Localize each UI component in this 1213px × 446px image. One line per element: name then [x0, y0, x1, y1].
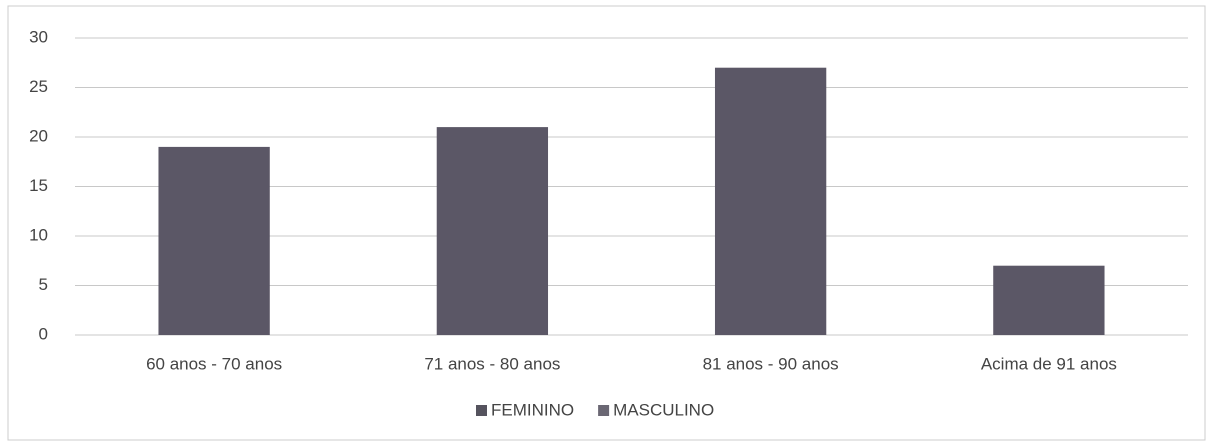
bar: [714, 67, 827, 335]
chart-border: [7, 5, 1206, 441]
legend-label: MASCULINO: [613, 400, 714, 419]
y-tick-label: 20: [29, 126, 48, 145]
y-tick-label: 5: [39, 275, 48, 294]
legend-swatch: [476, 405, 487, 416]
y-tick-label: 10: [29, 225, 48, 244]
y-tick-label: 30: [29, 27, 48, 46]
bar: [436, 127, 549, 335]
y-tick-label: 15: [29, 176, 48, 195]
bar: [158, 146, 270, 335]
x-tick-label: Acima de 91 anos: [981, 354, 1117, 373]
y-tick-label: 25: [29, 77, 48, 96]
legend-label: FEMININO: [491, 400, 574, 419]
legend-swatch: [598, 405, 610, 416]
bar: [993, 265, 1105, 335]
y-tick-label: 0: [39, 324, 48, 343]
x-tick-label: 71 anos - 80 anos: [424, 354, 560, 373]
x-tick-label: 60 anos - 70 anos: [146, 354, 282, 373]
x-tick-label: 81 anos - 90 anos: [703, 354, 839, 373]
